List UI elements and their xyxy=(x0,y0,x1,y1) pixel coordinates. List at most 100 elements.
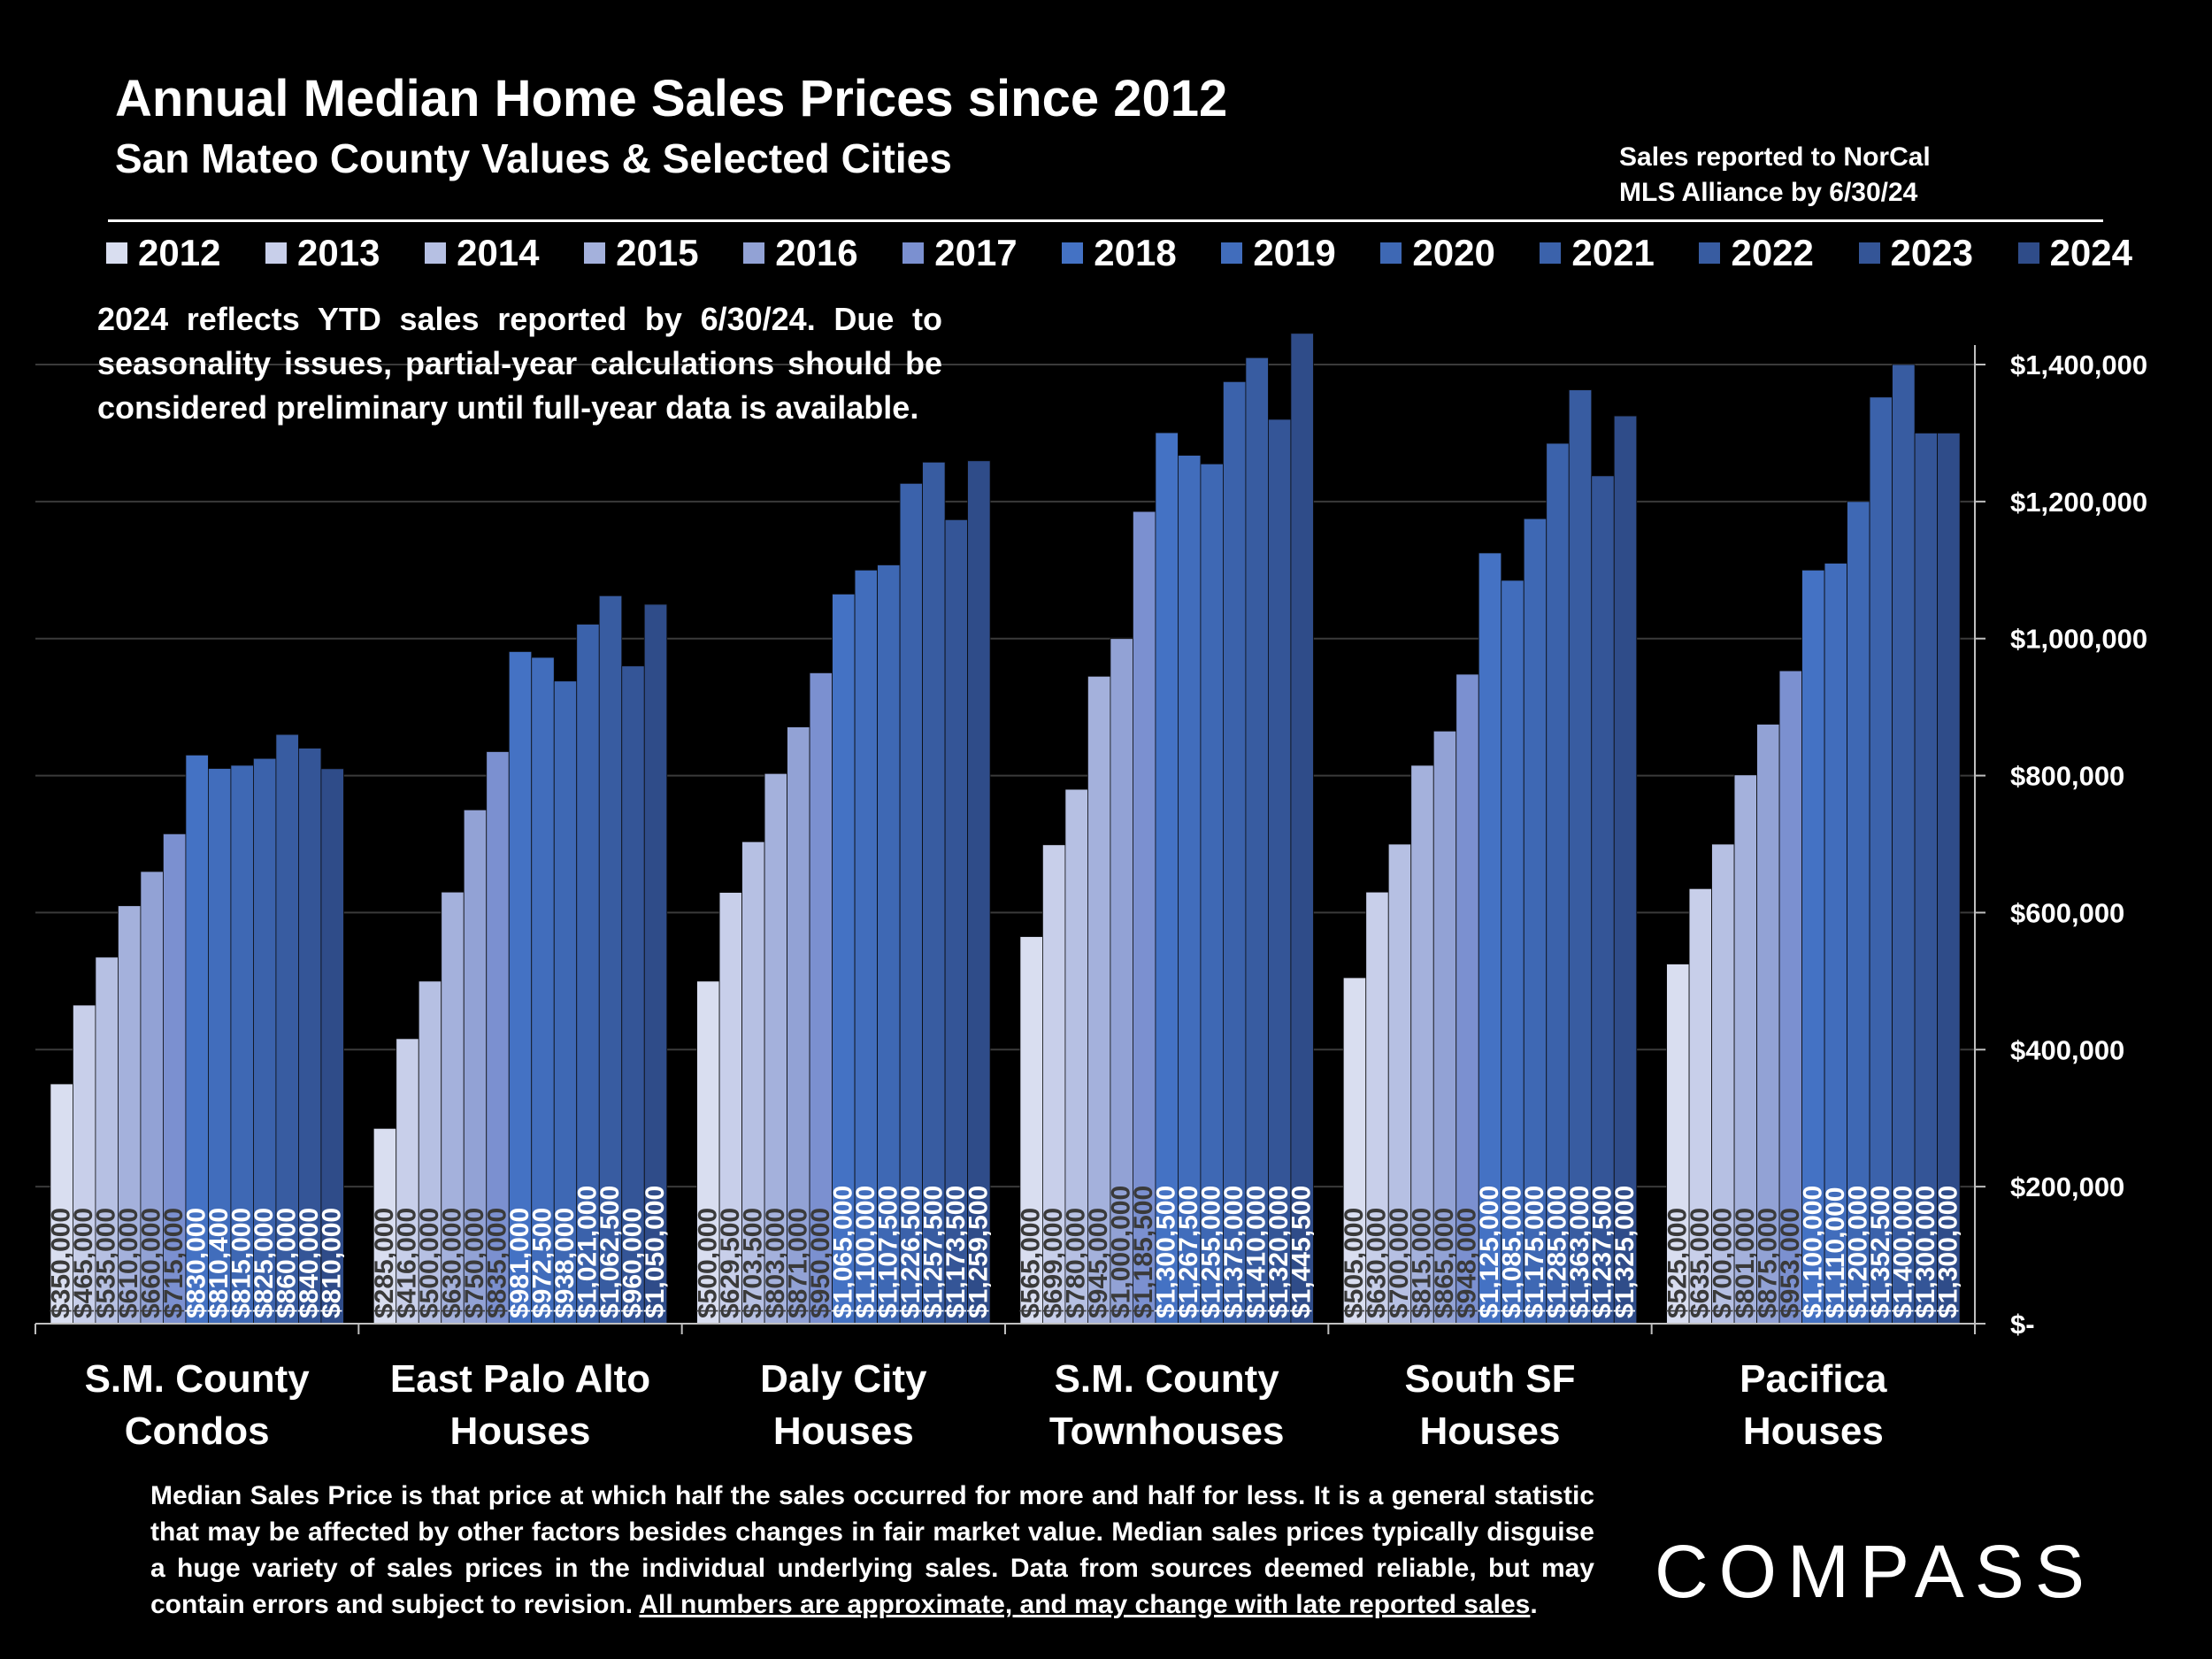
data-label: $972,500 xyxy=(528,1208,557,1318)
bar xyxy=(576,624,600,1325)
data-label: $1,185,500 xyxy=(1129,1186,1158,1318)
category-label: S.M. County xyxy=(85,1357,311,1401)
bar xyxy=(1087,675,1111,1325)
data-label: $1,110,000 xyxy=(1821,1187,1850,1319)
y-tick-label: $- xyxy=(2010,1309,2035,1340)
data-label: $1,100,000 xyxy=(1798,1186,1827,1318)
data-label: $801,000 xyxy=(1731,1208,1760,1318)
data-label: $700,000 xyxy=(1385,1208,1414,1318)
data-label: $953,000 xyxy=(1776,1208,1805,1318)
data-label: $1,237,500 xyxy=(1588,1186,1617,1318)
bar xyxy=(1387,843,1412,1325)
bar xyxy=(1501,580,1525,1325)
data-label: $1,257,500 xyxy=(918,1186,948,1318)
legend-swatch xyxy=(743,242,765,264)
bar xyxy=(899,482,923,1325)
legend-label: 2022 xyxy=(1731,232,1814,273)
category-label: Daly City xyxy=(760,1357,927,1401)
data-label: $810,000 xyxy=(318,1208,347,1318)
bar xyxy=(396,1038,419,1325)
data-label: $960,000 xyxy=(618,1208,648,1318)
data-label: $1,267,500 xyxy=(1174,1186,1203,1318)
data-label: $945,000 xyxy=(1084,1208,1113,1318)
data-label: $350,000 xyxy=(47,1208,76,1318)
data-label: $803,000 xyxy=(761,1208,790,1318)
data-label: $1,107,500 xyxy=(873,1186,902,1318)
data-label: $1,400,000 xyxy=(1888,1186,1917,1318)
data-label: $1,100,000 xyxy=(851,1186,880,1318)
bar xyxy=(1568,389,1593,1325)
bar xyxy=(1847,501,1870,1325)
data-label: $1,325,000 xyxy=(1610,1186,1640,1318)
bar xyxy=(1778,670,1802,1325)
legend-label: 2024 xyxy=(2049,232,2132,273)
data-label: $1,062,500 xyxy=(595,1186,625,1318)
source-line-1: Sales reported to NorCal xyxy=(1619,142,1931,172)
bar xyxy=(643,603,668,1325)
data-label: $1,445,500 xyxy=(1287,1186,1317,1318)
source-line-2: MLS Alliance by 6/30/24 xyxy=(1619,178,1918,207)
compass-logo: COMPASS xyxy=(1655,1530,2095,1613)
legend-item: 2021 xyxy=(1540,232,1655,274)
data-label: $699,000 xyxy=(1039,1208,1068,1318)
data-label: $1,300,000 xyxy=(1911,1186,1940,1318)
data-label: $815,000 xyxy=(227,1208,257,1318)
data-label: $825,000 xyxy=(250,1208,279,1318)
data-label: $630,000 xyxy=(438,1208,467,1318)
data-label: $565,000 xyxy=(1017,1208,1046,1318)
data-label: $1,375,000 xyxy=(1219,1186,1248,1318)
data-label: $525,000 xyxy=(1663,1208,1692,1318)
data-label: $948,000 xyxy=(1453,1208,1482,1318)
legend-label: 2016 xyxy=(775,232,858,273)
legend-label: 2019 xyxy=(1253,232,1336,273)
data-label: $629,500 xyxy=(716,1208,745,1318)
legend-swatch xyxy=(1858,242,1880,264)
legend-swatch xyxy=(2017,242,2039,264)
bar xyxy=(1546,442,1570,1325)
bar xyxy=(185,754,209,1325)
ytd-note: 2024 reflects YTD sales reported by 6/30… xyxy=(97,301,942,426)
data-label: $416,000 xyxy=(393,1208,422,1318)
y-tick-label: $1,400,000 xyxy=(2010,349,2147,380)
data-label: $1,259,500 xyxy=(964,1186,993,1318)
data-label: $505,000 xyxy=(1340,1208,1369,1318)
legend-item: 2013 xyxy=(265,232,380,274)
legend-label: 2015 xyxy=(616,232,699,273)
bar xyxy=(809,672,833,1325)
bar xyxy=(1365,891,1389,1325)
bar xyxy=(1245,357,1269,1325)
bar xyxy=(1455,673,1479,1325)
data-label: $1,085,000 xyxy=(1498,1186,1527,1318)
data-label: $780,000 xyxy=(1062,1208,1091,1318)
bar xyxy=(1914,433,1938,1325)
data-label: $950,000 xyxy=(806,1208,835,1318)
bar xyxy=(463,809,488,1325)
y-tick-label: $200,000 xyxy=(2010,1171,2124,1202)
data-label: $1,352,500 xyxy=(1866,1186,1895,1318)
bar xyxy=(1342,977,1367,1325)
legend-item: 2015 xyxy=(584,232,699,274)
legend-label: 2017 xyxy=(934,232,1018,273)
bar xyxy=(1711,843,1735,1325)
data-label: $1,320,000 xyxy=(1264,1186,1294,1318)
data-label: $1,173,500 xyxy=(941,1186,971,1318)
data-label: $610,000 xyxy=(114,1208,143,1318)
data-label: $535,000 xyxy=(92,1208,121,1318)
data-label: $465,000 xyxy=(69,1208,98,1318)
data-label: $1,175,000 xyxy=(1520,1186,1549,1318)
bar xyxy=(1155,432,1179,1325)
y-tick-label: $800,000 xyxy=(2010,761,2124,792)
bar xyxy=(1523,518,1548,1325)
bar xyxy=(1869,396,1893,1325)
legend-label: 2020 xyxy=(1412,232,1495,273)
bar xyxy=(1110,638,1133,1325)
footnote-disclaimer: All numbers are approximate, and may cha… xyxy=(639,1590,1531,1619)
legend-swatch xyxy=(1699,242,1721,264)
category-label: East Palo Alto xyxy=(390,1357,650,1401)
data-label: $1,050,000 xyxy=(641,1186,670,1318)
legend-swatch xyxy=(902,242,925,264)
legend-item: 2017 xyxy=(902,232,1018,274)
legend-label: 2014 xyxy=(457,232,540,273)
bar xyxy=(598,595,623,1325)
